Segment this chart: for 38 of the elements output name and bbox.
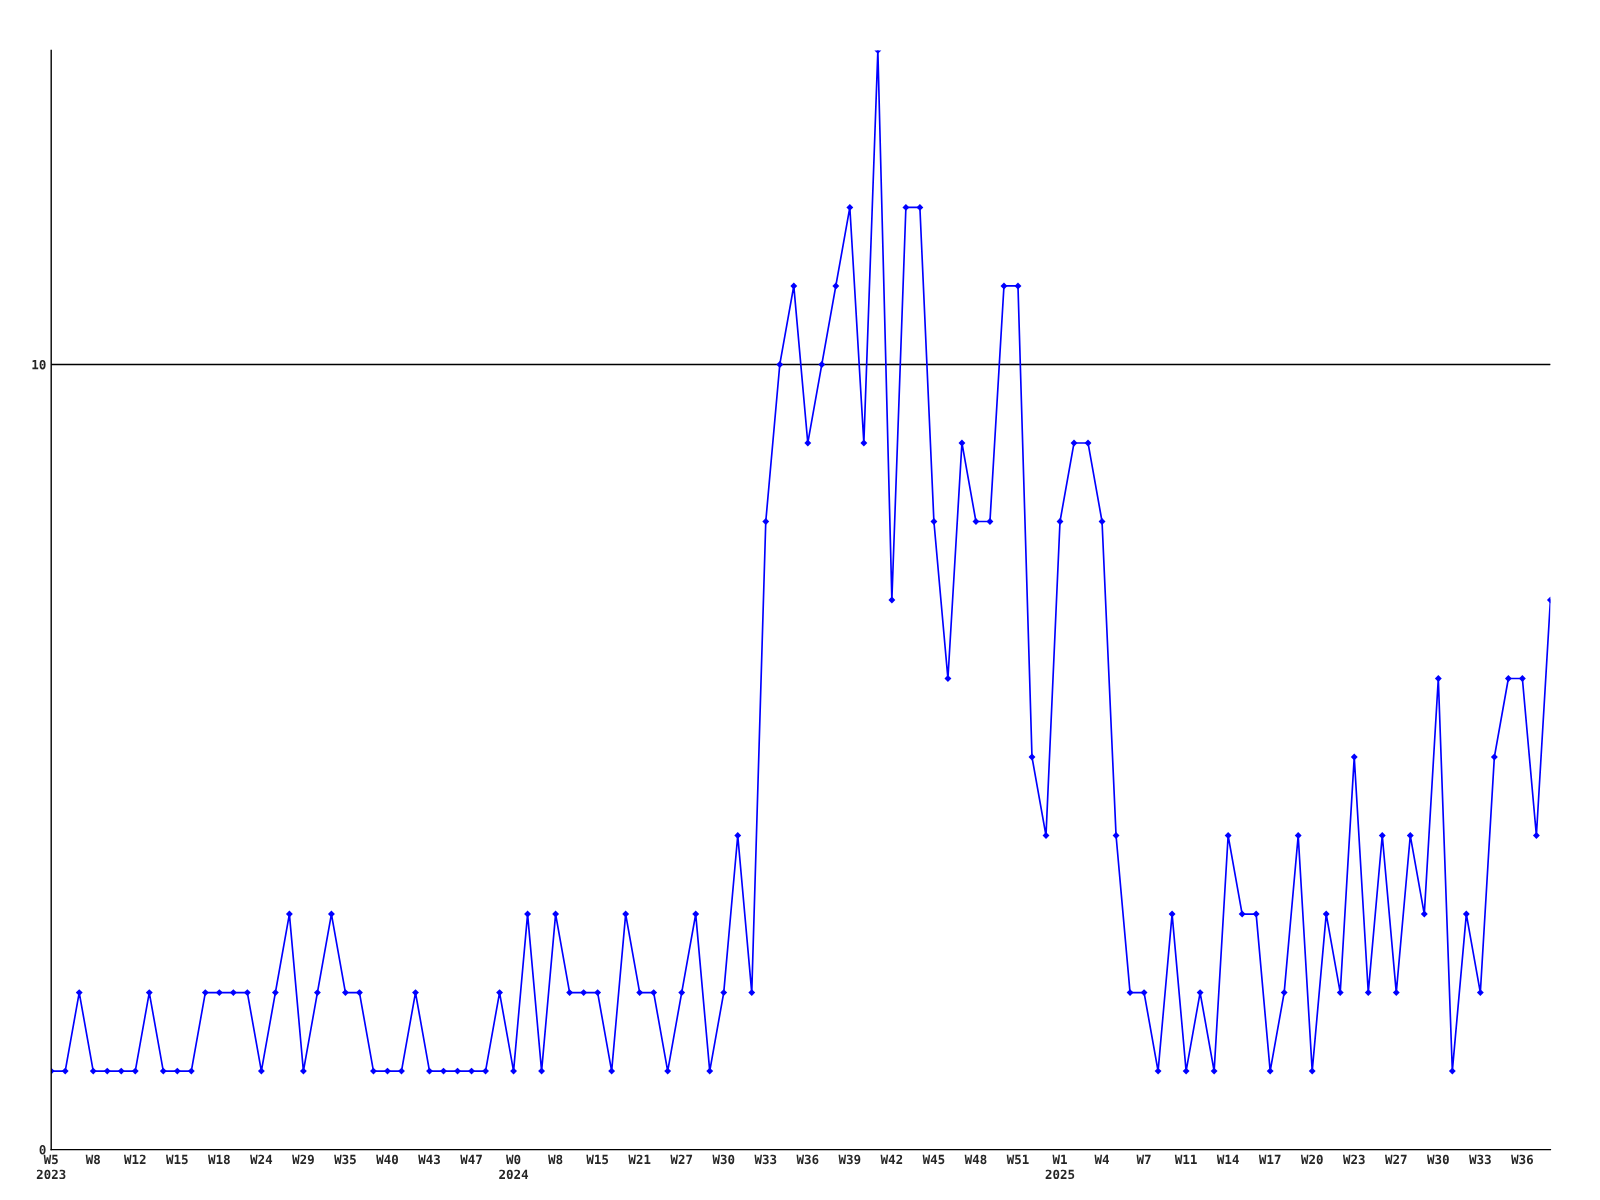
x-tick-label: W18: [208, 1154, 230, 1165]
x-tick-label: W45: [922, 1154, 945, 1165]
x-tick-label: W36: [796, 1154, 819, 1165]
x-tick-label: W36: [1511, 1154, 1533, 1165]
x-tick-label: W47: [460, 1154, 482, 1164]
x-tick-label: W8: [548, 1154, 563, 1165]
x-tick-label: W30: [1427, 1154, 1449, 1165]
x-tick-label: W11: [1174, 1154, 1197, 1164]
x-tick-label: W5 2023: [36, 1154, 66, 1180]
x-tick-label: W33: [754, 1154, 777, 1165]
x-tick-label: W17: [1258, 1154, 1281, 1164]
x-tick-label: W35: [334, 1154, 356, 1165]
x-tick-label: W40: [376, 1154, 399, 1165]
x-tick-label: W48: [964, 1154, 987, 1165]
x-tick-label: W24: [250, 1154, 273, 1164]
y-tick-label: 0: [39, 1145, 46, 1155]
x-tick-label: W33: [1469, 1154, 1491, 1165]
x-tick-label: W7: [1136, 1154, 1151, 1164]
x-tick-label: W23: [1342, 1154, 1365, 1165]
x-tick-label: W20: [1300, 1154, 1323, 1165]
x-tick-label: W1 2025: [1045, 1154, 1075, 1180]
y-tick-label: 10: [32, 359, 46, 370]
x-tick-label: W4: [1094, 1154, 1110, 1164]
x-tick-label: W12: [123, 1154, 146, 1164]
x-tick-label: W21: [628, 1154, 651, 1164]
x-tick-label: W15: [166, 1154, 188, 1165]
x-tick-label: W42: [880, 1154, 903, 1164]
x-tick-label: W27: [1384, 1154, 1407, 1164]
x-tick-label: W8: [85, 1154, 100, 1165]
x-tick-label: W39: [838, 1154, 861, 1165]
x-tick-label: W15: [586, 1154, 609, 1165]
x-tick-label: W27: [670, 1154, 693, 1164]
x-tick-label: W0 2024: [499, 1154, 529, 1180]
x-tick-label: W29: [292, 1154, 314, 1165]
x-tick-label: W30: [712, 1154, 735, 1165]
x-tick-label: W14: [1216, 1154, 1239, 1164]
x-tick-label: W43: [418, 1154, 440, 1165]
x-tick-label: W51: [1006, 1154, 1029, 1165]
